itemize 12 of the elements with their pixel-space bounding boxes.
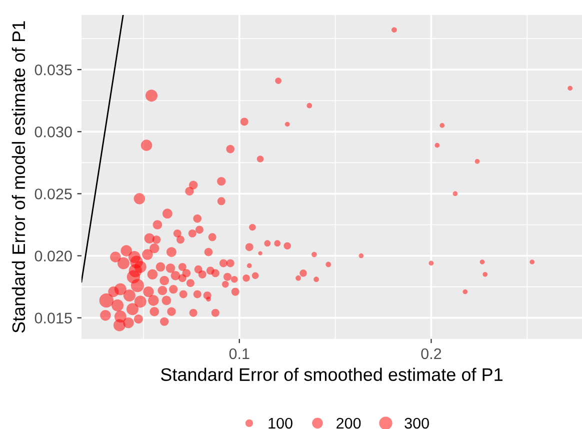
legend-label: 100 — [268, 418, 292, 429]
y-tick-label: 0.030 — [34, 126, 72, 138]
y-tick-label: 0.025 — [34, 188, 72, 200]
y-tick-label: 0.020 — [34, 250, 72, 262]
y-tick-label: 0.015 — [34, 312, 72, 324]
x-tick-label: 0.2 — [421, 348, 442, 360]
y-tick-label: 0.035 — [34, 64, 72, 76]
legend-label: 300 — [404, 418, 429, 429]
y-axis-title: Standard Error of model estimate of P1 — [12, 21, 26, 333]
legend-label: 200 — [336, 418, 361, 429]
x-tick-label: 0.1 — [229, 348, 250, 360]
x-axis-title: Standard Error of smoothed estimate of P1 — [160, 368, 502, 381]
